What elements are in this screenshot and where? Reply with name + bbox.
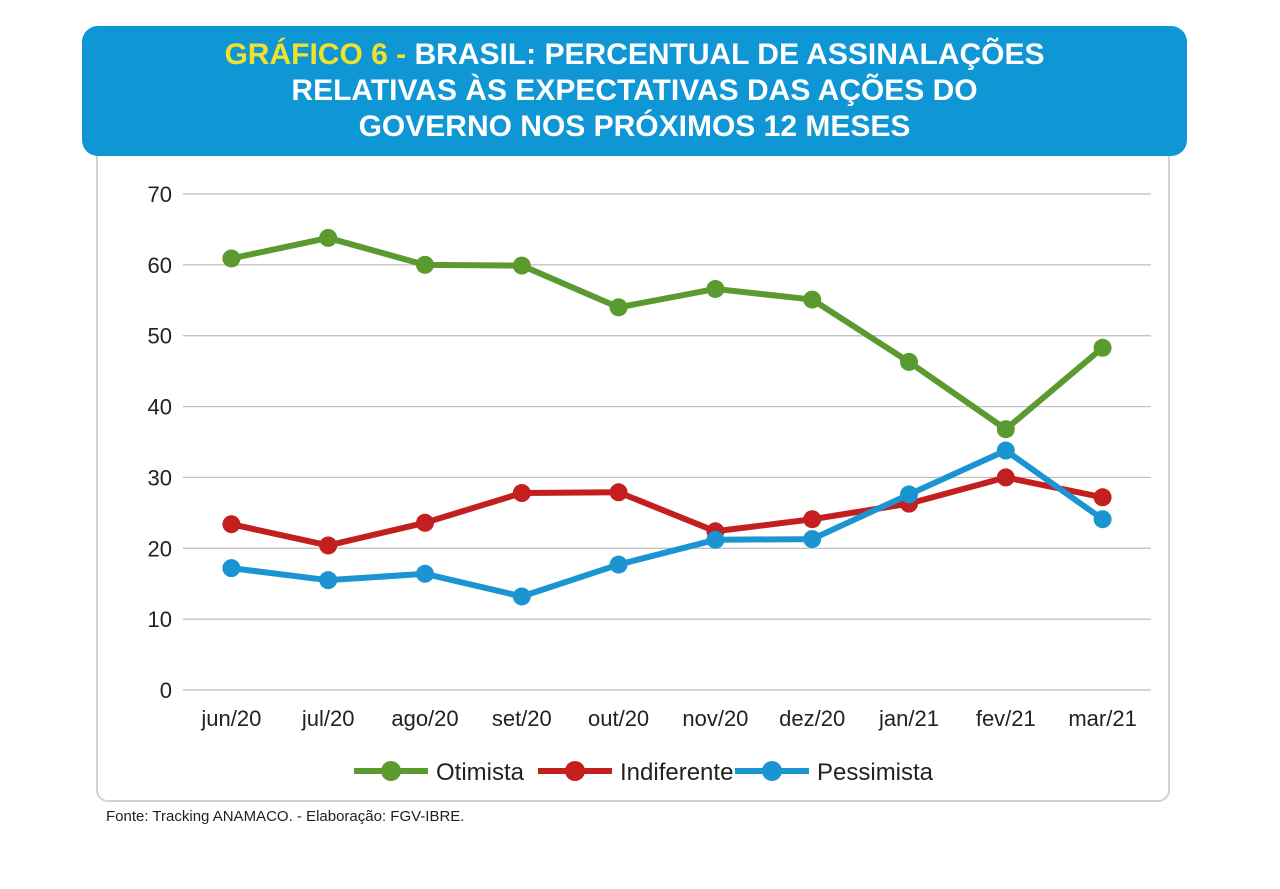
series-line-indiferente — [228, 474, 1106, 549]
data-point-pessimista — [996, 441, 1015, 460]
legend-label-pessimista: Pessimista — [817, 759, 934, 786]
title-prefix: GRÁFICO 6 - — [224, 38, 407, 71]
data-point-otimista — [609, 298, 628, 317]
data-point-indiferente — [609, 483, 628, 502]
data-point-otimista — [706, 279, 725, 298]
data-point-otimista — [996, 420, 1015, 439]
title-line-2: RELATIVAS ÀS EXPECTATIVAS DAS AÇÕES DO — [291, 74, 978, 107]
x-tick-label: out/20 — [588, 706, 649, 731]
legend-label-otimista: Otimista — [436, 759, 525, 786]
data-point-otimista — [222, 249, 241, 268]
data-point-indiferente — [222, 515, 241, 534]
series-line-otimista — [228, 234, 1106, 433]
y-tick-label: 70 — [148, 182, 172, 207]
legend-marker-pessimista — [762, 761, 782, 781]
data-point-pessimista — [609, 555, 628, 574]
data-point-indiferente — [512, 484, 531, 503]
x-tick-label: ago/20 — [391, 706, 458, 731]
data-point-otimista — [416, 255, 434, 274]
y-tick-label: 20 — [148, 536, 172, 561]
series-line-pessimista — [228, 447, 1106, 600]
x-tick-label: nov/20 — [682, 706, 748, 731]
data-point-pessimista — [222, 559, 241, 578]
data-point-indiferente — [416, 513, 434, 532]
data-point-pessimista — [900, 485, 918, 504]
y-tick-label: 50 — [148, 324, 172, 349]
source-note: Fonte: Tracking ANAMACO. - Elaboração: F… — [106, 808, 465, 825]
data-point-indiferente — [803, 510, 822, 529]
x-tick-label: jan/21 — [878, 706, 939, 731]
chart-card — [96, 60, 1170, 802]
title-text-1: BRASIL: PERCENTUAL DE ASSINALAÇÕES — [414, 38, 1045, 71]
x-tick-label: fev/21 — [976, 706, 1036, 731]
chart-title-banner: GRÁFICO 6 - BRASIL: PERCENTUAL DE ASSINA… — [82, 26, 1187, 156]
data-point-pessimista — [512, 587, 531, 606]
data-point-pessimista — [803, 530, 822, 549]
y-tick-label: 0 — [160, 678, 172, 703]
data-point-pessimista — [1093, 510, 1112, 529]
data-point-indiferente — [1093, 488, 1112, 507]
data-point-otimista — [1093, 338, 1112, 357]
data-point-pessimista — [416, 564, 434, 583]
x-tick-label: set/20 — [492, 706, 552, 731]
data-point-indiferente — [319, 536, 338, 555]
x-tick-label: mar/21 — [1068, 706, 1136, 731]
data-point-otimista — [900, 352, 918, 371]
data-point-pessimista — [319, 571, 338, 590]
y-tick-label: 40 — [148, 395, 172, 420]
x-tick-label: jul/20 — [301, 706, 355, 731]
data-point-otimista — [803, 290, 822, 309]
title-line-3: GOVERNO NOS PRÓXIMOS 12 MESES — [358, 110, 911, 143]
data-point-otimista — [512, 256, 531, 275]
data-point-pessimista — [706, 530, 725, 549]
data-point-indiferente — [996, 468, 1015, 487]
x-tick-label: jun/20 — [200, 706, 261, 731]
title-line-1: GRÁFICO 6 - BRASIL: PERCENTUAL DE ASSINA… — [82, 37, 1187, 73]
legend-label-indiferente: Indiferente — [620, 759, 733, 786]
data-point-otimista — [319, 228, 338, 247]
legend-marker-otimista — [381, 761, 401, 781]
y-tick-label: 60 — [148, 253, 172, 278]
y-tick-label: 30 — [148, 465, 172, 490]
y-tick-label: 10 — [148, 607, 172, 632]
legend-marker-indiferente — [565, 761, 585, 781]
x-tick-label: dez/20 — [779, 706, 845, 731]
